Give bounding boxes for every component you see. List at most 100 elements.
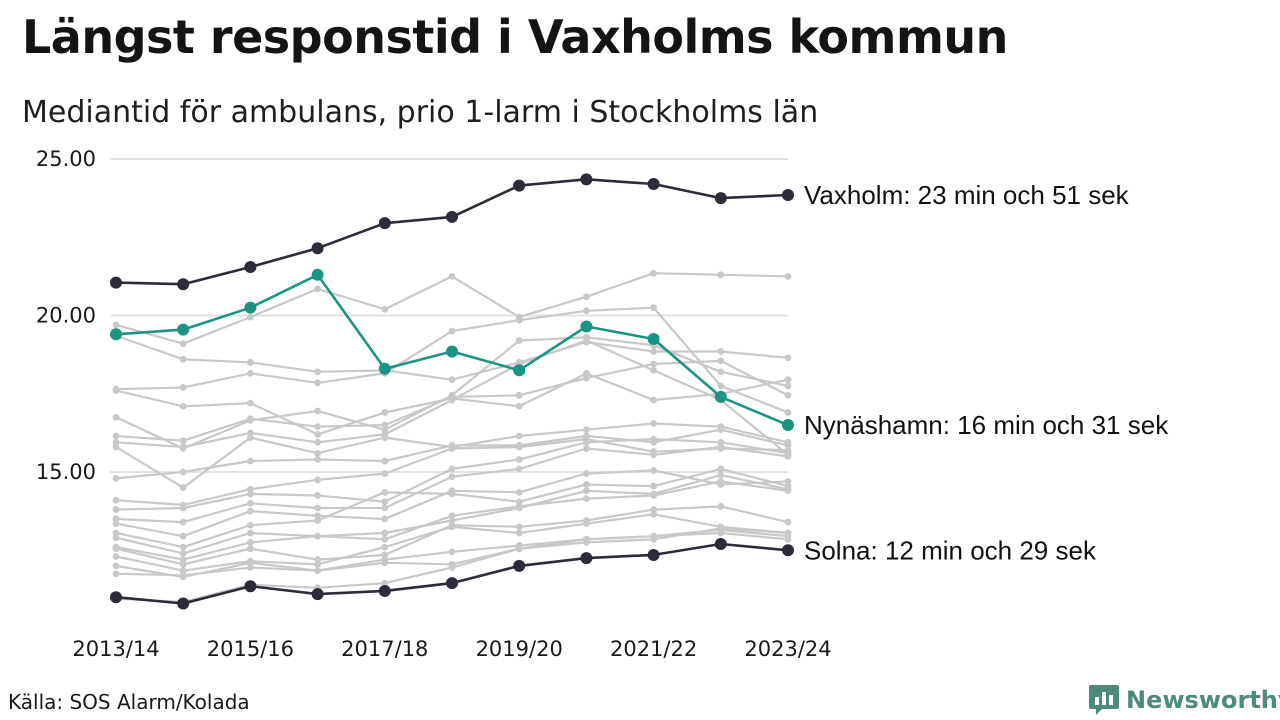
- data-point: [448, 376, 456, 384]
- background-series: [112, 269, 792, 606]
- x-tick-label: 2021/22: [610, 637, 697, 661]
- x-tick-label: 2017/18: [341, 637, 428, 661]
- data-point: [112, 570, 120, 578]
- data-point: [515, 523, 523, 531]
- data-point: [314, 532, 321, 540]
- data-point: [717, 426, 725, 434]
- data-point: [381, 457, 389, 465]
- data-point: [650, 506, 657, 513]
- data-point: [179, 402, 187, 410]
- data-point: [314, 407, 321, 415]
- data-point: [314, 492, 321, 499]
- data-point: [247, 415, 254, 423]
- data-point: [381, 498, 389, 506]
- data-point: [583, 426, 590, 434]
- data-point: [784, 354, 792, 362]
- brand-logo: Newsworthy: [1088, 683, 1280, 717]
- data-point: [446, 345, 458, 358]
- chart-title: Längst responstid i Vaxholms kommun: [22, 10, 1008, 64]
- data-point: [784, 518, 792, 526]
- data-point: [179, 567, 187, 574]
- data-point: [784, 391, 792, 399]
- data-point: [515, 391, 523, 399]
- data-point: [784, 487, 792, 495]
- data-point: [179, 504, 187, 512]
- data-point: [112, 443, 120, 451]
- data-point: [247, 490, 254, 498]
- x-tick-label: 2013/14: [72, 637, 159, 661]
- data-point: [515, 337, 523, 344]
- data-point: [714, 390, 727, 403]
- data-point: [515, 456, 523, 463]
- data-point: [179, 484, 187, 492]
- data-point: [515, 316, 523, 324]
- data-point: [782, 544, 794, 557]
- data-point: [247, 485, 254, 493]
- data-point: [650, 348, 657, 355]
- data-point: [782, 188, 794, 201]
- data-point: [784, 529, 792, 537]
- data-point: [314, 449, 321, 457]
- data-point: [247, 499, 254, 507]
- data-point: [446, 210, 458, 223]
- data-point: [448, 396, 456, 404]
- data-point: [378, 584, 391, 597]
- data-point: [717, 524, 725, 532]
- data-point: [717, 382, 725, 390]
- data-point: [580, 173, 593, 186]
- data-point: [717, 271, 725, 279]
- data-point: [647, 548, 660, 561]
- data-point: [314, 379, 321, 387]
- data-point: [112, 387, 120, 395]
- data-point: [650, 360, 657, 368]
- data-point: [448, 465, 456, 473]
- data-point: [784, 477, 792, 485]
- data-point: [381, 559, 389, 567]
- data-point: [784, 441, 792, 449]
- data-point: [784, 452, 792, 460]
- data-point: [381, 470, 389, 477]
- data-point: [583, 487, 590, 495]
- data-point: [446, 577, 458, 590]
- data-point: [647, 332, 660, 345]
- data-point: [583, 520, 590, 528]
- data-point: [650, 467, 657, 474]
- series-line: [112, 269, 792, 348]
- x-tick-label: 2023/24: [744, 637, 831, 661]
- data-point: [314, 512, 321, 520]
- data-point: [714, 537, 727, 550]
- data-point: [244, 260, 257, 273]
- data-point: [583, 307, 590, 315]
- data-point: [311, 588, 324, 601]
- data-point: [247, 564, 254, 571]
- data-point: [112, 553, 120, 560]
- data-point: [717, 348, 725, 355]
- data-point: [247, 429, 254, 437]
- data-point: [244, 301, 257, 314]
- data-point: [179, 543, 187, 551]
- data-point: [247, 521, 254, 529]
- y-tick-label: 25.00: [36, 147, 96, 171]
- data-point: [650, 492, 657, 499]
- data-point: [381, 543, 389, 551]
- series-line: [112, 471, 792, 557]
- data-point: [448, 473, 456, 481]
- x-axis-ticks: 2013/14 2015/16 2017/18 2019/20 2021/22 2023/…: [72, 637, 831, 661]
- data-point: [177, 597, 190, 610]
- data-point: [112, 515, 120, 523]
- data-point: [717, 443, 725, 451]
- data-point: [314, 456, 321, 463]
- data-point: [112, 474, 120, 482]
- data-point: [314, 368, 321, 376]
- data-point: [314, 567, 321, 574]
- data-point: [112, 438, 120, 446]
- data-point: [247, 434, 254, 441]
- data-point: [650, 482, 657, 490]
- data-point: [381, 504, 389, 512]
- data-point: [314, 476, 321, 484]
- data-point: [714, 192, 727, 205]
- data-point: [381, 409, 389, 416]
- data-point: [112, 520, 120, 528]
- data-point: [179, 437, 187, 445]
- data-point: [583, 539, 590, 546]
